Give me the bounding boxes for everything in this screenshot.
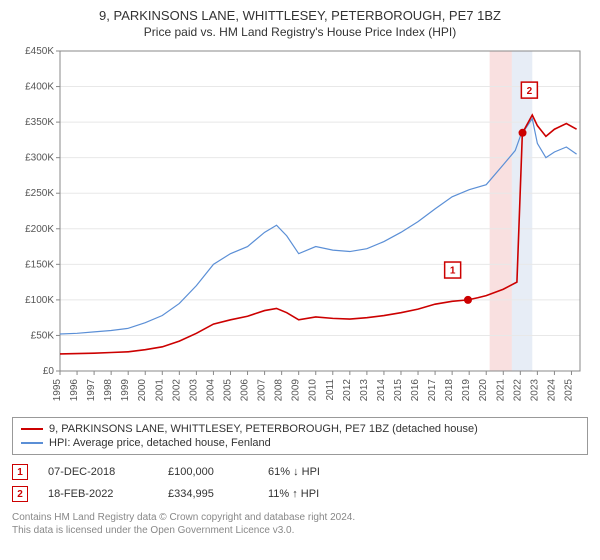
legend-row: HPI: Average price, detached house, Fenl… — [21, 436, 579, 450]
attribution-footer: Contains HM Land Registry data © Crown c… — [12, 511, 588, 537]
marker-dot — [464, 296, 472, 304]
x-tick-label: 2007 — [257, 379, 268, 402]
chart-area: £0 £50K £100K £150K £200K £250K £300K £350K £400… — [12, 45, 588, 415]
chart-title: 9, PARKINSONS LANE, WHITTLESEY, PETERBOR… — [12, 8, 588, 23]
y-tick-label: £400K — [25, 82, 54, 93]
chart-svg: £0 £50K £100K £150K £200K £250K £300K £350K £400… — [12, 45, 588, 415]
x-tick-label: 2021 — [495, 379, 506, 402]
transaction-price: £100,000 — [168, 466, 248, 478]
x-tick-label: 2025 — [563, 379, 574, 402]
x-tick-label: 2014 — [376, 379, 387, 402]
chart-subtitle: Price paid vs. HM Land Registry's House … — [12, 25, 588, 39]
y-tick-label: £250K — [25, 188, 54, 199]
transaction-date: 18-FEB-2022 — [48, 488, 148, 500]
x-tick-label: 1999 — [120, 379, 131, 402]
x-tick-label: 2018 — [444, 379, 455, 402]
transaction-row: 2 18-FEB-2022 £334,995 11% ↑ HPI — [12, 483, 588, 505]
highlight-band — [490, 51, 512, 371]
x-tick-label: 2011 — [325, 379, 336, 401]
legend-swatch — [21, 428, 43, 430]
x-tick-label: 1995 — [52, 379, 63, 402]
title-block: 9, PARKINSONS LANE, WHITTLESEY, PETERBOR… — [12, 8, 588, 39]
transaction-pct: 61% ↓ HPI — [268, 466, 368, 478]
y-tick-label: £450K — [25, 46, 54, 57]
transaction-date: 07-DEC-2018 — [48, 466, 148, 478]
legend: 9, PARKINSONS LANE, WHITTLESEY, PETERBOR… — [12, 417, 588, 455]
x-tick-label: 2022 — [512, 379, 523, 402]
marker-number: 2 — [527, 86, 533, 97]
x-tick-label: 2012 — [342, 379, 353, 402]
x-tick-label: 2004 — [205, 379, 216, 402]
x-tick-label: 2006 — [240, 379, 251, 402]
highlight-band — [512, 51, 532, 371]
transactions-table: 1 07-DEC-2018 £100,000 61% ↓ HPI 2 18-FEB-202… — [12, 461, 588, 505]
x-tick-label: 2017 — [427, 379, 438, 402]
x-tick-label: 1996 — [69, 379, 80, 402]
y-tick-label: £0 — [43, 366, 55, 377]
x-tick-label: 2013 — [359, 379, 370, 402]
x-tick-label: 2000 — [137, 379, 148, 402]
y-tick-label: £350K — [25, 117, 54, 128]
y-tick-label: £50K — [31, 330, 55, 341]
x-tick-label: 2024 — [546, 379, 557, 402]
footer-line-1: Contains HM Land Registry data © Crown c… — [12, 511, 588, 524]
x-tick-label: 2009 — [291, 379, 302, 402]
y-tick-label: £150K — [25, 259, 54, 270]
x-tick-label: 2010 — [308, 379, 319, 402]
transaction-marker: 1 — [12, 464, 28, 480]
transaction-price: £334,995 — [168, 488, 248, 500]
legend-label: 9, PARKINSONS LANE, WHITTLESEY, PETERBOR… — [49, 423, 478, 435]
x-tick-label: 2020 — [478, 379, 489, 402]
x-tick-label: 2003 — [188, 379, 199, 402]
x-tick-label: 2019 — [461, 379, 472, 402]
x-tick-label: 2016 — [410, 379, 421, 402]
marker-number: 1 — [450, 266, 456, 277]
x-tick-label: 2023 — [529, 379, 540, 402]
footer-line-2: This data is licensed under the Open Gov… — [12, 524, 588, 537]
legend-label: HPI: Average price, detached house, Fenl… — [49, 437, 271, 449]
marker-dot — [519, 129, 527, 137]
x-tick-label: 2002 — [171, 379, 182, 402]
y-tick-label: £100K — [25, 295, 54, 306]
x-tick-label: 2001 — [154, 379, 165, 402]
transaction-marker: 2 — [12, 486, 28, 502]
transaction-row: 1 07-DEC-2018 £100,000 61% ↓ HPI — [12, 461, 588, 483]
x-tick-label: 1998 — [103, 379, 114, 402]
y-tick-label: £200K — [25, 224, 54, 235]
y-tick-label: £300K — [25, 153, 54, 164]
x-tick-label: 1997 — [86, 379, 97, 402]
x-tick-label: 2005 — [222, 379, 233, 402]
legend-row: 9, PARKINSONS LANE, WHITTLESEY, PETERBOR… — [21, 422, 579, 436]
legend-swatch — [21, 442, 43, 444]
x-tick-label: 2008 — [274, 379, 285, 402]
transaction-pct: 11% ↑ HPI — [268, 488, 368, 500]
x-tick-label: 2015 — [393, 379, 404, 402]
